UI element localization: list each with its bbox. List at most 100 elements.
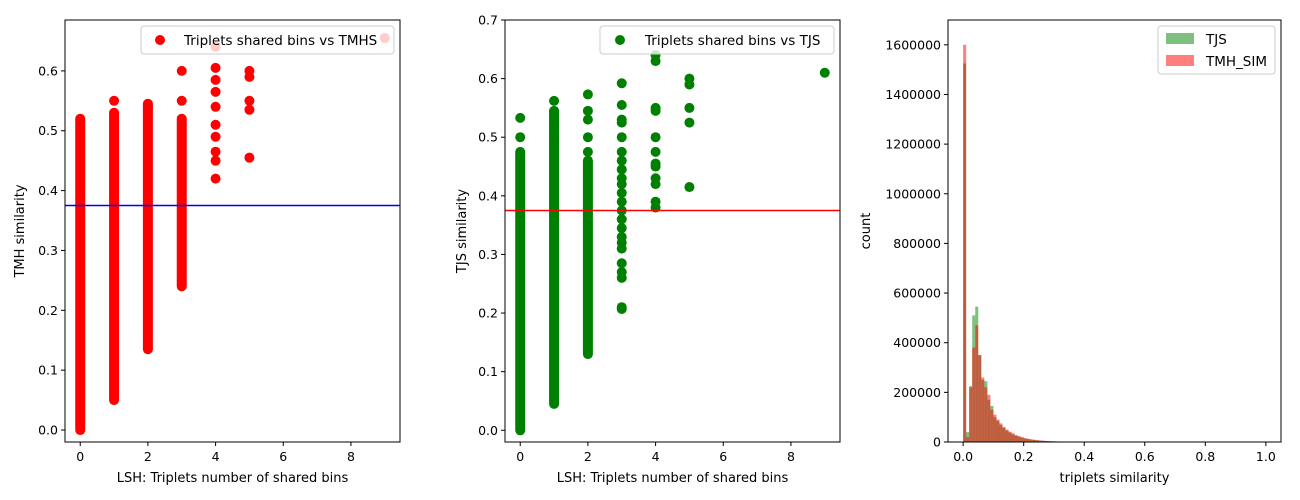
- scatter-point: [549, 95, 560, 106]
- scatter-point: [582, 132, 593, 143]
- scatter-point: [684, 102, 695, 113]
- x-tick-label: 0.2: [1014, 449, 1034, 464]
- histogram-bar-tjs: [966, 432, 970, 442]
- scatter-point: [549, 117, 560, 128]
- y-tick-label: 0.7: [478, 13, 498, 28]
- plot-area: [505, 20, 840, 442]
- scatter-point: [616, 155, 627, 166]
- scatter-point: [210, 119, 221, 130]
- tjs-scatter-panel: 0 2 4 6 8 0.0 0.1 0.2 0.3 0.4 0.5 0.6 0.7 LSH: Trip…: [455, 13, 841, 486]
- x-ticks: 0.0 0.2 0.4 0.6 0.8 1.0: [953, 442, 1276, 464]
- legend-marker: [615, 35, 625, 45]
- legend-label-tmh: TMH_SIM: [1205, 54, 1267, 70]
- legend: Triplets shared bins vs TMHS: [140, 25, 395, 55]
- histogram-bar-tmh_sim: [1002, 427, 1006, 442]
- legend: TJS TMH_SIM: [1157, 25, 1276, 75]
- scatter-point: [244, 104, 255, 115]
- scatter-point: [244, 71, 255, 82]
- y-tick-label: 800000: [893, 236, 941, 251]
- scatter-point: [616, 258, 627, 269]
- scatter-marks: [65, 32, 400, 436]
- y-tick-label: 0.2: [478, 306, 498, 321]
- y-tick-label: 0.3: [478, 247, 498, 262]
- y-tick-label: 200000: [893, 385, 941, 400]
- x-ticks: 0 2 4 6 8: [76, 442, 355, 464]
- legend-label-tjs: TJS: [1205, 32, 1227, 48]
- scatter-point: [616, 132, 627, 143]
- legend-frame: [140, 25, 395, 55]
- histogram-bar-tmh_sim: [981, 377, 985, 442]
- x-tick-label: 0.6: [1135, 449, 1155, 464]
- histogram-bar-tmh_sim: [996, 419, 1000, 442]
- similarity-histogram-panel: 0.0 0.2 0.4 0.6 0.8 1.0 0 200000 400000 600000 80…: [859, 19, 1282, 486]
- histogram-bar-tmh_sim: [966, 437, 970, 442]
- plot-frame: [64, 19, 401, 443]
- scatter-point: [650, 179, 661, 190]
- y-tick-label: 0.4: [478, 188, 498, 203]
- scatter-point: [210, 173, 221, 184]
- scatter-point: [210, 131, 221, 142]
- scatter-point: [210, 101, 221, 112]
- plot-frame: [947, 19, 1282, 443]
- x-tick-label: 2: [144, 449, 152, 464]
- scatter-point: [515, 132, 526, 143]
- histogram-bar-tmh_sim: [1011, 433, 1015, 442]
- x-tick-label: 6: [719, 449, 727, 464]
- scatter-point: [210, 74, 221, 85]
- x-ticks: 0 2 4 6 8: [516, 442, 795, 464]
- y-tick-label: 400000: [893, 335, 941, 350]
- y-ticks: 0 200000 400000 600000 800000 1000000 1200000 1…: [885, 37, 948, 450]
- y-tick-label: 0.5: [38, 123, 58, 138]
- y-tick-label: 0.0: [478, 423, 498, 438]
- x-tick-label: 0.4: [1074, 449, 1094, 464]
- legend: Triplets shared bins vs TJS: [599, 25, 835, 55]
- legend-frame: [599, 25, 835, 55]
- y-tick-label: 0.2: [38, 303, 58, 318]
- y-tick-label: 1000000: [885, 186, 941, 201]
- y-ticks: 0.0 0.1 0.2 0.3 0.4 0.5 0.6 0.7: [478, 13, 505, 438]
- scatter-point: [515, 112, 526, 123]
- y-tick-label: 600000: [893, 286, 941, 301]
- y-tick-label: 0.1: [38, 363, 58, 378]
- histogram-bar-tmh_sim: [1032, 439, 1036, 442]
- x-tick-label: 6: [279, 449, 287, 464]
- x-tick-label: 4: [212, 449, 220, 464]
- scatter-point: [616, 272, 627, 283]
- histogram-bar-tmh_sim: [999, 423, 1003, 442]
- histogram-bar-tmh_sim: [990, 409, 994, 442]
- histogram-bar-tmh_sim: [1038, 440, 1042, 442]
- x-axis-label: triplets similarity: [1060, 471, 1170, 486]
- x-tick-label: 8: [787, 449, 795, 464]
- histogram-bar-tmh_sim: [993, 414, 997, 442]
- plot-area: [948, 20, 1281, 442]
- scatter-point: [210, 155, 221, 166]
- x-tick-label: 0.0: [953, 449, 973, 464]
- histogram-bar-tmh_sim: [987, 394, 991, 442]
- scatter-point: [549, 132, 560, 143]
- histogram-bar-tmh_sim: [984, 387, 988, 442]
- scatter-point: [616, 146, 627, 157]
- y-tick-label: 1600000: [885, 37, 941, 52]
- scatter-point: [819, 67, 830, 78]
- scatter-point: [244, 152, 255, 163]
- scatter-point: [582, 89, 593, 100]
- y-tick-label: 0.4: [38, 183, 58, 198]
- x-axis-label: LSH: Triplets number of shared bins: [557, 471, 789, 486]
- legend-swatch-tmh: [1166, 55, 1194, 66]
- legend-swatch-tjs: [1166, 33, 1194, 44]
- scatter-point: [616, 164, 627, 175]
- histogram-bar-tmh_sim: [972, 347, 976, 442]
- scatter-point: [616, 117, 627, 128]
- scatter-point: [650, 105, 661, 116]
- scatter-point: [684, 117, 695, 128]
- histogram-bar-tmh_sim: [1023, 438, 1027, 442]
- plot-frame: [504, 19, 841, 443]
- scatter-point: [616, 179, 627, 190]
- scatter-point: [616, 99, 627, 110]
- scatter-point: [616, 214, 627, 225]
- scatter-point: [616, 223, 627, 234]
- scatter-point: [244, 95, 255, 106]
- scatter-point: [210, 62, 221, 73]
- histogram-bar-tmh_sim: [1017, 436, 1021, 442]
- x-tick-label: 1.0: [1256, 449, 1276, 464]
